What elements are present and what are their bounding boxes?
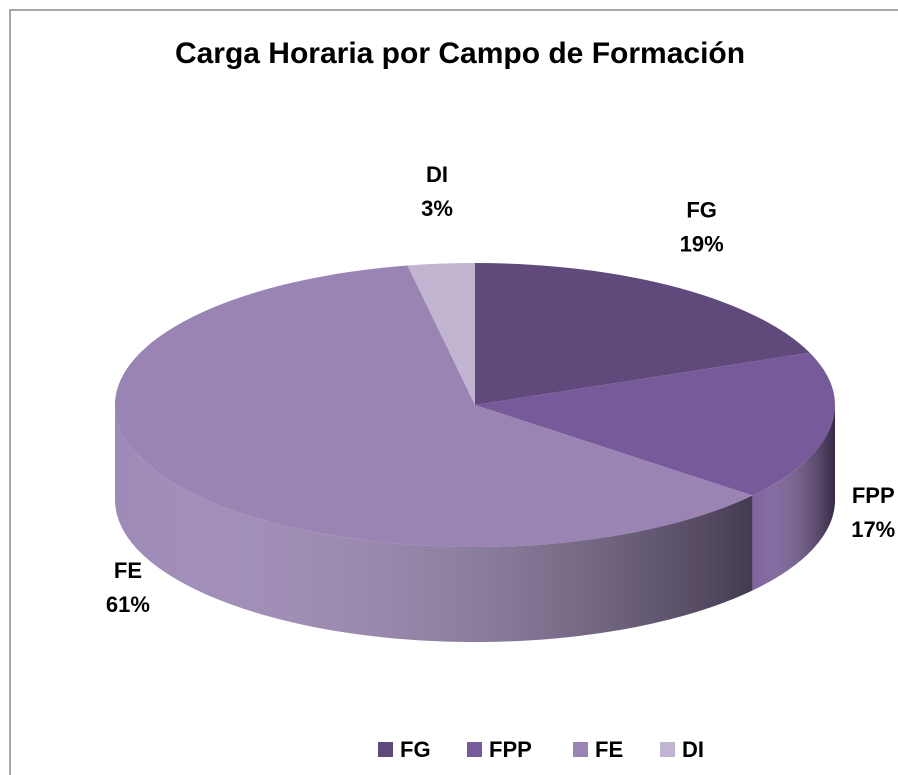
data-label-value: 19% [680,232,724,257]
pie-tops [114,263,835,548]
slice-side-shade [752,405,835,591]
data-label-value: 3% [421,196,453,221]
legend-label: FE [595,737,623,762]
legend-swatch [573,742,588,757]
slice-side-shade [115,405,753,642]
slice [407,263,475,405]
data-label-value: 17% [851,517,895,542]
data-label-name: FG [686,198,717,223]
data-label-name: DI [426,162,448,187]
legend-swatch [660,742,675,757]
data-label-name: FPP [852,483,895,508]
legend-swatch [378,742,393,757]
pie-sides [115,405,835,642]
legend-swatch [467,742,482,757]
slice [475,352,835,496]
legend-label: DI [682,737,704,762]
legend-label: FG [400,737,431,762]
slice [114,265,753,548]
data-label-name: FE [114,558,142,583]
chart-title: Carga Horaria por Campo de Formación [175,37,745,70]
data-label-value: 61% [106,592,150,617]
legend-label: FPP [489,737,532,762]
slice [475,263,810,405]
legend: FG FPP FE DI [378,737,704,762]
data-labels: FG 19% FPP 17% FE 61% DI 3% [106,162,895,617]
